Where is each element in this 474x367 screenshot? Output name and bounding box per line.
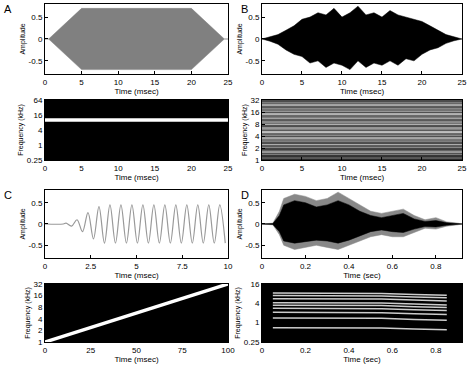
- svg-text:1: 1: [255, 318, 260, 327]
- svg-text:15: 15: [378, 78, 387, 87]
- svg-text:-0.5: -0.5: [29, 57, 43, 66]
- svg-text:0.25: 0.25: [27, 156, 43, 165]
- svg-text:2: 2: [38, 326, 43, 335]
- svg-text:1: 1: [38, 141, 43, 150]
- svg-text:2.5: 2.5: [85, 262, 97, 271]
- svg-text:20: 20: [187, 78, 196, 87]
- svg-text:10: 10: [224, 262, 233, 271]
- svg-text:25: 25: [224, 164, 233, 173]
- svg-text:0: 0: [255, 220, 260, 229]
- svg-text:B: B: [241, 3, 248, 15]
- svg-text:0.2: 0.2: [300, 346, 312, 355]
- svg-text:0: 0: [38, 35, 43, 44]
- svg-text:Time (msec): Time (msec): [114, 355, 158, 364]
- svg-text:25: 25: [458, 164, 467, 173]
- svg-text:16: 16: [33, 111, 42, 120]
- svg-text:1: 1: [38, 338, 43, 347]
- svg-text:0: 0: [260, 346, 265, 355]
- svg-text:0.5: 0.5: [248, 13, 260, 22]
- svg-text:16: 16: [33, 291, 42, 300]
- svg-text:5: 5: [300, 164, 305, 173]
- svg-text:25: 25: [224, 78, 233, 87]
- svg-text:15: 15: [150, 164, 159, 173]
- svg-text:8: 8: [38, 303, 43, 312]
- svg-text:20: 20: [418, 78, 427, 87]
- svg-text:0.4: 0.4: [343, 262, 355, 271]
- svg-text:0.8: 0.8: [430, 346, 442, 355]
- svg-text:15: 15: [150, 78, 159, 87]
- svg-text:4: 4: [255, 132, 260, 141]
- svg-text:Time (msec): Time (msec): [340, 173, 384, 182]
- svg-text:Amplitude: Amplitude: [236, 23, 244, 54]
- svg-text:10: 10: [114, 78, 123, 87]
- svg-text:10: 10: [338, 164, 347, 173]
- svg-text:A: A: [4, 3, 12, 15]
- svg-text:Frequency (kHz): Frequency (kHz): [24, 287, 32, 339]
- svg-text:5: 5: [79, 78, 84, 87]
- svg-text:Time (msec): Time (msec): [340, 87, 384, 96]
- svg-text:0.5: 0.5: [31, 199, 43, 208]
- svg-text:0: 0: [260, 78, 265, 87]
- svg-text:0: 0: [260, 164, 265, 173]
- svg-text:10: 10: [338, 78, 347, 87]
- svg-text:Frequency (kHz): Frequency (kHz): [17, 104, 25, 156]
- svg-text:1: 1: [255, 156, 260, 165]
- svg-text:20: 20: [418, 164, 427, 173]
- svg-text:4: 4: [38, 315, 43, 324]
- svg-text:0: 0: [43, 346, 48, 355]
- svg-text:0.5: 0.5: [248, 199, 260, 208]
- svg-text:10: 10: [114, 164, 123, 173]
- svg-text:-0.5: -0.5: [246, 241, 260, 250]
- svg-text:32: 32: [33, 280, 42, 289]
- svg-text:0.6: 0.6: [387, 346, 399, 355]
- svg-text:25: 25: [458, 78, 467, 87]
- svg-text:Frequency (kHz): Frequency (kHz): [234, 287, 242, 339]
- svg-text:Amplitude: Amplitude: [19, 208, 27, 239]
- svg-text:4: 4: [38, 126, 43, 135]
- svg-text:0.8: 0.8: [430, 262, 442, 271]
- svg-text:16: 16: [250, 280, 259, 289]
- svg-text:Time (sec): Time (sec): [343, 355, 381, 364]
- svg-text:0.5: 0.5: [31, 13, 43, 22]
- svg-text:8: 8: [255, 120, 260, 129]
- svg-text:-0.5: -0.5: [29, 241, 43, 250]
- svg-text:0.2: 0.2: [300, 262, 312, 271]
- svg-text:25: 25: [86, 346, 95, 355]
- svg-text:Amplitude: Amplitude: [236, 208, 244, 239]
- svg-text:0.4: 0.4: [343, 346, 355, 355]
- svg-text:Time (msec): Time (msec): [114, 271, 158, 280]
- svg-text:Frequency (kHz): Frequency (kHz): [241, 104, 249, 156]
- svg-text:Time (sec): Time (sec): [343, 271, 381, 280]
- svg-text:0.6: 0.6: [387, 262, 399, 271]
- svg-text:100: 100: [221, 346, 235, 355]
- svg-text:0: 0: [43, 262, 48, 271]
- svg-text:75: 75: [178, 346, 187, 355]
- svg-text:5: 5: [134, 262, 139, 271]
- svg-text:50: 50: [132, 346, 141, 355]
- svg-text:15: 15: [378, 164, 387, 173]
- svg-text:0: 0: [43, 164, 48, 173]
- svg-text:C: C: [4, 189, 12, 201]
- svg-text:7.5: 7.5: [177, 262, 189, 271]
- svg-text:32: 32: [250, 96, 259, 105]
- svg-text:D: D: [241, 189, 249, 201]
- svg-text:-0.5: -0.5: [246, 57, 260, 66]
- svg-text:20: 20: [187, 164, 196, 173]
- svg-text:0: 0: [255, 35, 260, 44]
- svg-text:0: 0: [43, 78, 48, 87]
- svg-text:0: 0: [38, 220, 43, 229]
- svg-text:64: 64: [33, 96, 42, 105]
- svg-text:5: 5: [300, 78, 305, 87]
- svg-text:16: 16: [250, 108, 259, 117]
- svg-text:Amplitude: Amplitude: [19, 23, 27, 54]
- svg-text:Time (msec): Time (msec): [114, 87, 158, 96]
- svg-text:2: 2: [255, 144, 260, 153]
- svg-text:0.25: 0.25: [244, 338, 260, 347]
- svg-text:5: 5: [79, 164, 84, 173]
- svg-text:Time (msec): Time (msec): [114, 173, 158, 182]
- svg-text:4: 4: [255, 299, 260, 308]
- svg-text:0: 0: [260, 262, 265, 271]
